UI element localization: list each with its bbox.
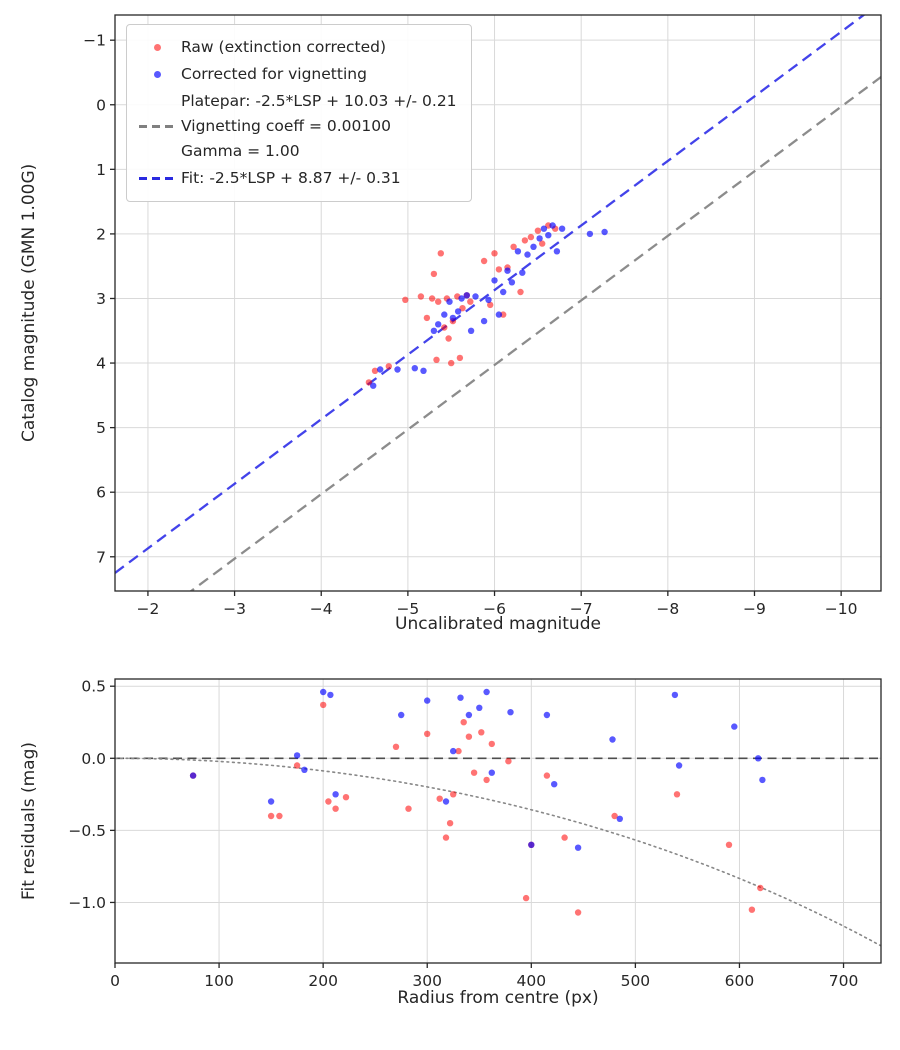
corrected-marker-icon: [153, 71, 161, 78]
svg-text:−6: −6: [483, 600, 506, 618]
svg-text:300: 300: [412, 972, 442, 990]
svg-text:7: 7: [96, 548, 106, 566]
legend-item-fit: Fit: -2.5*LSP + 8.87 +/- 0.31: [133, 166, 457, 191]
top-plot-xlabel: Uncalibrated magnitude: [395, 614, 601, 634]
svg-text:0: 0: [110, 972, 120, 990]
legend-item-platepar: Platepar: -2.5*LSP + 10.03 +/- 0.21 Vign…: [133, 89, 457, 164]
legend-platepar-line2: Vignetting coeff = 0.00100: [181, 117, 391, 135]
svg-text:100: 100: [204, 972, 234, 990]
legend-corrected-label: Corrected for vignetting: [181, 65, 367, 83]
legend-platepar-line3: Gamma = 1.00: [181, 142, 300, 160]
svg-text:200: 200: [308, 972, 338, 990]
svg-text:1: 1: [96, 161, 106, 179]
svg-text:−3: −3: [223, 600, 246, 618]
svg-text:700: 700: [829, 972, 859, 990]
legend-fit-label: Fit: -2.5*LSP + 8.87 +/- 0.31: [181, 169, 401, 187]
svg-text:−1.0: −1.0: [68, 894, 106, 912]
svg-text:3: 3: [96, 290, 106, 308]
legend-platepar-line1: Platepar: -2.5*LSP + 10.03 +/- 0.21: [181, 92, 457, 110]
svg-text:−9: −9: [743, 600, 766, 618]
bottom-plot-xlabel: Radius from centre (px): [397, 988, 599, 1008]
legend-raw-label: Raw (extinction corrected): [181, 38, 387, 56]
svg-text:−10: −10: [825, 600, 858, 618]
svg-text:4: 4: [96, 355, 106, 373]
fit-line-icon: [139, 177, 175, 180]
platepar-line-icon: [139, 125, 175, 128]
svg-text:6: 6: [96, 484, 106, 502]
legend-item-raw: Raw (extinction corrected): [133, 35, 457, 60]
raw-marker-icon: [153, 44, 161, 51]
svg-text:−5: −5: [396, 600, 419, 618]
svg-text:0.0: 0.0: [81, 750, 106, 768]
legend: Raw (extinction corrected) Corrected for…: [126, 24, 472, 202]
svg-text:−7: −7: [570, 600, 593, 618]
svg-text:600: 600: [725, 972, 755, 990]
bottom-plot-ylabel: Fit residuals (mag): [19, 742, 39, 900]
svg-text:−0.5: −0.5: [68, 822, 106, 840]
svg-text:−4: −4: [310, 600, 333, 618]
svg-text:500: 500: [621, 972, 651, 990]
svg-text:−1: −1: [83, 32, 106, 50]
svg-text:−8: −8: [656, 600, 679, 618]
svg-text:0: 0: [96, 96, 106, 114]
svg-text:−2: −2: [136, 600, 159, 618]
svg-text:5: 5: [96, 419, 106, 437]
svg-text:2: 2: [96, 225, 106, 243]
svg-text:0.5: 0.5: [81, 678, 106, 696]
svg-text:400: 400: [517, 972, 547, 990]
top-plot-ylabel: Catalog magnitude (GMN 1.00G): [19, 163, 39, 443]
legend-item-corrected: Corrected for vignetting: [133, 62, 457, 87]
